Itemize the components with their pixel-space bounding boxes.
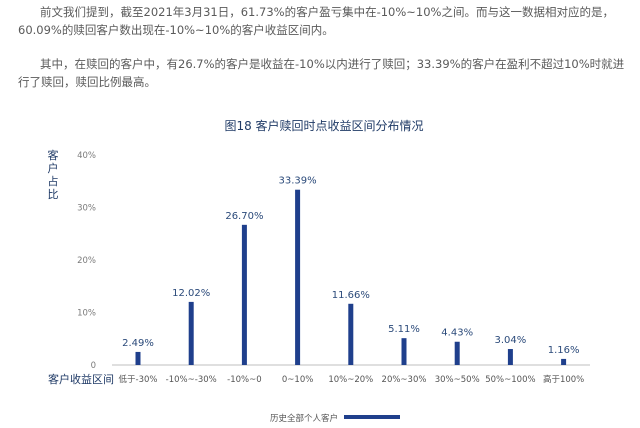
intro-paragraph-2: 其中，在赎回的客户中，有26.7%的客户是收益在-10%以内进行了赎回；33.3… xyxy=(18,57,625,89)
x-tick-label: 高于100% xyxy=(543,374,584,385)
y-tick-label: 30% xyxy=(77,204,96,214)
legend: 历史全部个人客户 xyxy=(270,413,400,424)
x-tick-label: 30%~50% xyxy=(435,375,480,385)
legend-swatch xyxy=(344,415,400,419)
bar xyxy=(507,349,513,365)
legend-label: 历史全部个人客户 xyxy=(270,413,338,424)
y-axis-title-char: 客 xyxy=(48,148,59,162)
data-label: 2.49% xyxy=(122,338,154,349)
x-tick-label: -10%~-30% xyxy=(166,375,217,385)
y-tick-label: 20% xyxy=(77,256,96,266)
bar xyxy=(188,301,194,365)
data-label: 3.04% xyxy=(495,335,527,346)
intro-paragraph-1: 前文我们提到，截至2021年3月31日，61.73%的客户盈亏集中在-10%~1… xyxy=(18,5,614,37)
data-label: 11.66% xyxy=(332,290,370,301)
data-label: 1.16% xyxy=(548,345,580,356)
bar xyxy=(348,303,354,365)
data-label: 33.39% xyxy=(279,176,317,187)
x-tick-label: 低于-30% xyxy=(119,374,158,385)
y-axis-title-char: 比 xyxy=(48,188,59,201)
bar xyxy=(295,189,301,365)
x-tick-label: 20%~30% xyxy=(382,375,427,385)
bar xyxy=(401,338,407,365)
y-tick-label: 10% xyxy=(77,309,96,319)
y-tick-label: 0 xyxy=(91,361,96,371)
y-axis-title-char: 占 xyxy=(48,174,59,188)
x-tick-label: 50%~100% xyxy=(485,375,535,385)
y-tick-label: 40% xyxy=(77,151,96,161)
x-tick-label: 0~10% xyxy=(282,375,313,385)
data-label: 12.02% xyxy=(172,288,210,299)
chart-title: 图18 客户赎回时点收益区间分布情况 xyxy=(224,118,423,133)
data-label: 26.70% xyxy=(225,211,263,222)
x-tick-label: -10%~0 xyxy=(227,375,262,385)
bar xyxy=(135,351,141,365)
data-label: 5.11% xyxy=(388,324,420,335)
bar xyxy=(241,224,247,365)
bar xyxy=(454,341,460,365)
data-label: 4.43% xyxy=(441,328,473,339)
bar xyxy=(561,358,567,365)
x-tick-label: 10%~20% xyxy=(328,375,373,385)
y-axis-title-char: 户 xyxy=(48,161,59,175)
x-axis-title: 客户收益区间 xyxy=(48,372,114,386)
